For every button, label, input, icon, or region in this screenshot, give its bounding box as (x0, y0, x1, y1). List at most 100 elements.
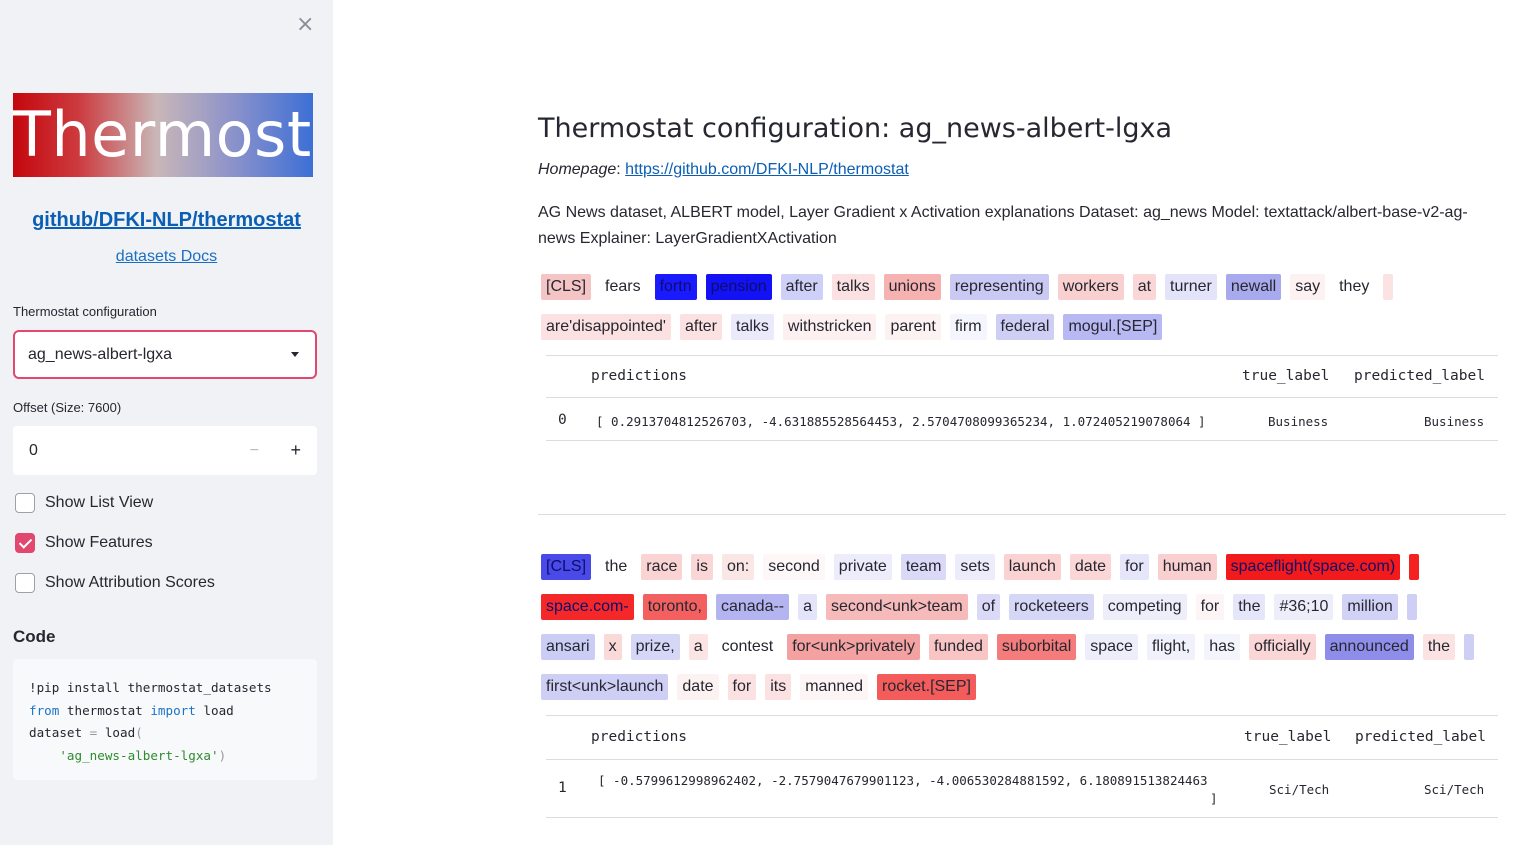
token-chip: its (765, 674, 792, 700)
header-predicted-label: predicted_label (1354, 368, 1485, 384)
token-chip: at (1132, 274, 1157, 300)
token-chip: mogul.[SEP] (1063, 314, 1163, 340)
token-chip: #36;10 (1274, 594, 1334, 620)
row-index: 0 (558, 412, 567, 428)
token-chip: firm (949, 314, 987, 340)
config-description: AG News dataset, ALBERT model, Layer Gra… (538, 204, 1468, 247)
decrement-button[interactable]: − (249, 442, 259, 459)
true-label-cell: Sci/Tech (1269, 782, 1330, 797)
code-paren: ( (135, 725, 143, 740)
token-chip: rocket.[SEP] (877, 674, 976, 700)
header-true-label: true_label (1242, 368, 1330, 384)
chevron-down-icon (291, 352, 299, 357)
token-chip: fortn (654, 274, 697, 300)
token-chip: private (833, 554, 892, 580)
show-list-view-checkbox[interactable] (15, 493, 35, 513)
show-attribution-scores-checkbox[interactable] (15, 573, 35, 593)
token-chip: parent (885, 314, 941, 340)
token-chip: for (1195, 594, 1225, 620)
token-row: [CLS] the race is on: second private team sets la… (541, 554, 1428, 580)
show-features-label[interactable]: Show Features (45, 534, 153, 551)
config-select[interactable]: ag_news-albert-lgxa (13, 330, 317, 379)
token-chip: million (1342, 594, 1398, 620)
code-operator: = (89, 725, 98, 740)
token-chip: newall (1225, 274, 1282, 300)
token-chip: talks (731, 314, 774, 340)
token-chip (1464, 634, 1475, 660)
homepage-link[interactable]: https://github.com/DFKI-NLP/thermostat (625, 161, 909, 178)
token-chip: x (603, 634, 622, 660)
token-chip: space.com- (541, 594, 634, 620)
code-text: thermostat (59, 702, 151, 718)
token-chip: human (1157, 554, 1217, 580)
token-chip: rocketeers (1009, 594, 1094, 620)
token-chip: for (1120, 554, 1149, 580)
code-text: load (97, 725, 136, 740)
token-chip: of (976, 594, 1001, 620)
token-chip: are'disappointed' (541, 314, 671, 340)
token-row: [CLS] fears fortn pension after talks unions re… (541, 274, 1402, 300)
token-chip: toronto, (642, 594, 707, 620)
token-chip: date (677, 674, 719, 700)
token-row: are'disappointed' after talks withstricken p… (541, 314, 1171, 340)
github-link[interactable]: github/DFKI-NLP/thermostat (32, 209, 301, 231)
increment-button[interactable]: + (290, 440, 301, 460)
token-chip: the (600, 554, 633, 580)
token-row: ansari x prize, a contest for<unk>privately fu… (541, 634, 1483, 660)
token-chip: first<unk>launch (541, 674, 669, 700)
token-chip: a (798, 594, 818, 620)
header-predicted-label: predicted_label (1355, 729, 1486, 745)
offset-label: Offset (Size: 7600) (13, 400, 122, 415)
token-chip: suborbital (996, 634, 1077, 660)
token-chip: second (763, 554, 825, 580)
token-chip: they (1334, 274, 1375, 300)
homepage-colon: : (616, 161, 626, 178)
code-text: load (195, 702, 234, 718)
row-index: 1 (558, 780, 567, 796)
code-block: !pip install thermostat_datasets from th… (13, 659, 317, 780)
token-chip: after (780, 274, 823, 300)
predictions-cell: [ 0.2913704812526703, -4.631885528564453… (596, 414, 1206, 429)
datasets-docs-link[interactable]: datasets Docs (115, 248, 218, 265)
token-chip: announced (1324, 634, 1414, 660)
example-separator (538, 514, 1506, 515)
token-row: first<unk>launch date for its manned rocket.[… (541, 674, 985, 700)
token-chip: ansari (541, 634, 595, 660)
predictions-cell-end: ] (1210, 791, 1218, 806)
token-chip: is (691, 554, 713, 580)
token-chip (1383, 274, 1394, 300)
code-heading: Code (13, 627, 56, 646)
offset-number-input[interactable]: 0 − + (13, 426, 317, 475)
token-chip: space (1085, 634, 1138, 660)
thermostat-logo: Thermostat (13, 93, 313, 177)
show-attribution-scores-label[interactable]: Show Attribution Scores (45, 574, 215, 591)
code-line: !pip install thermostat_datasets (29, 680, 272, 695)
token-chip: say (1290, 274, 1326, 300)
token-chip: race (641, 554, 683, 580)
token-chip: sets (955, 554, 995, 580)
token-chip: pension (705, 274, 772, 300)
token-chip: federal (995, 314, 1055, 340)
token-chip: canada-- (715, 594, 790, 620)
table-divider (546, 440, 1498, 441)
header-predictions: predictions (591, 368, 688, 384)
token-chip: prize, (630, 634, 680, 660)
sidebar: × Thermostat github/DFKI-NLP/thermostat … (0, 0, 333, 845)
close-sidebar-icon[interactable]: × (296, 12, 315, 37)
token-chip: competing (1102, 594, 1187, 620)
homepage-label: Homepage (538, 161, 617, 178)
code-keyword: import (150, 702, 196, 718)
token-chip: withstricken (782, 314, 877, 340)
token-chip: talks (831, 274, 875, 300)
show-list-view-label[interactable]: Show List View (45, 494, 154, 511)
homepage-line: Homepage: https://github.com/DFKI-NLP/th… (538, 161, 909, 179)
token-chip: representing (949, 274, 1049, 300)
show-features-checkbox[interactable] (15, 533, 35, 553)
token-chip: [CLS] (541, 554, 592, 580)
table-divider (546, 759, 1498, 760)
token-chip: the (1233, 594, 1266, 620)
config-select-value: ag_news-albert-lgxa (28, 346, 173, 363)
token-chip: [CLS] (541, 274, 592, 300)
token-chip: launch (1003, 554, 1061, 580)
token-chip: funded (928, 634, 988, 660)
